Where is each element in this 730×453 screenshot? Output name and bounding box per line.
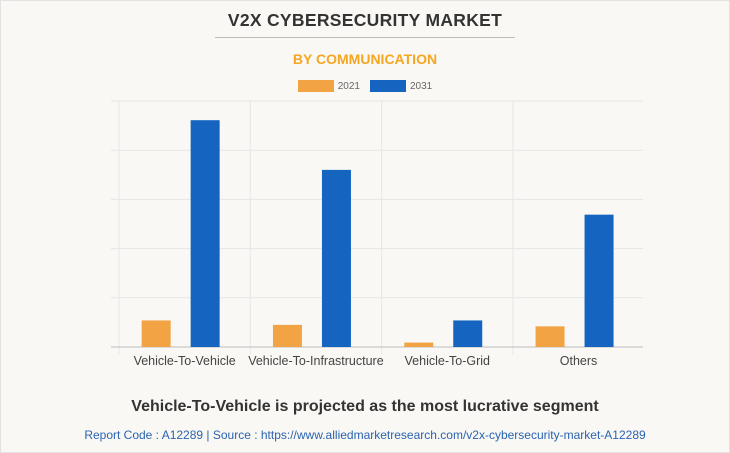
legend-item-2021[interactable]: 2021 (297, 80, 360, 92)
chart-title: V2X CYBERSECURITY MARKET (227, 10, 503, 30)
bar-2021-others (535, 326, 565, 347)
bar-2031-vehicle-to-vehicle (190, 120, 220, 347)
legend: 2021 2031 (0, 80, 730, 92)
source-footer[interactable]: Report Code : A12289 | Source : https://… (84, 428, 646, 442)
bar-2021-vehicle-to-vehicle (141, 320, 171, 347)
legend-swatch-2031 (370, 80, 406, 92)
legend-item-2031[interactable]: 2031 (370, 80, 432, 92)
chart-subtitle: BY COMMUNICATION (292, 51, 438, 67)
legend-swatch-2021 (297, 80, 334, 92)
title-divider (215, 37, 515, 38)
bar-2031-vehicle-to-grid (453, 320, 483, 347)
x-tick-label: Vehicle-To-Vehicle (134, 354, 236, 368)
legend-label-2021: 2021 (337, 80, 360, 92)
x-tick-label: Vehicle-To-Infrastructure (248, 354, 384, 368)
bar-2031-vehicle-to-infrastructure (321, 169, 351, 347)
x-tick-label: Others (560, 354, 598, 368)
bar-2021-vehicle-to-infrastructure (272, 324, 302, 347)
legend-label-2031: 2031 (410, 80, 433, 92)
bar-2031-others (584, 214, 614, 347)
bar-2021-vehicle-to-grid (404, 342, 434, 347)
headline: Vehicle-To-Vehicle is projected as the m… (131, 398, 599, 415)
x-tick-label: Vehicle-To-Grid (405, 354, 490, 368)
